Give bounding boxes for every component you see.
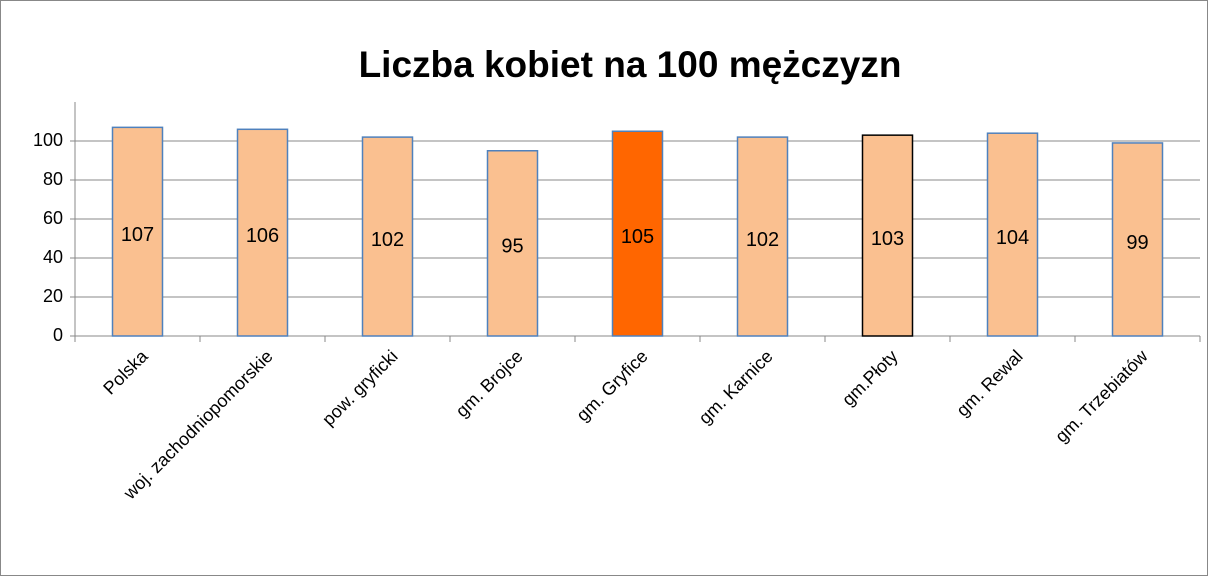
bar <box>361 136 414 337</box>
data-label: 106 <box>246 225 279 247</box>
data-label: 102 <box>371 229 404 251</box>
y-tick-label: 80 <box>43 169 63 189</box>
y-tick-label: 100 <box>33 130 63 150</box>
data-label: 103 <box>871 228 904 250</box>
bar <box>1111 142 1164 337</box>
y-tick-label: 40 <box>43 247 63 267</box>
bar <box>736 136 789 337</box>
y-tick-label: 60 <box>43 208 63 228</box>
data-label: 104 <box>996 227 1029 249</box>
bar <box>611 130 664 337</box>
bar <box>111 126 164 337</box>
chart-title: Liczba kobiet na 100 mężczyzn <box>359 44 902 85</box>
bar <box>236 128 289 337</box>
data-label: 105 <box>621 226 654 248</box>
y-tick-label: 0 <box>53 325 63 345</box>
bar <box>986 132 1039 337</box>
y-tick-label: 20 <box>43 286 63 306</box>
data-label: 102 <box>746 229 779 251</box>
data-label: 99 <box>1126 232 1148 254</box>
bar <box>486 150 539 337</box>
data-label: 95 <box>501 236 523 258</box>
data-label: 107 <box>121 224 154 246</box>
bar <box>861 134 914 337</box>
